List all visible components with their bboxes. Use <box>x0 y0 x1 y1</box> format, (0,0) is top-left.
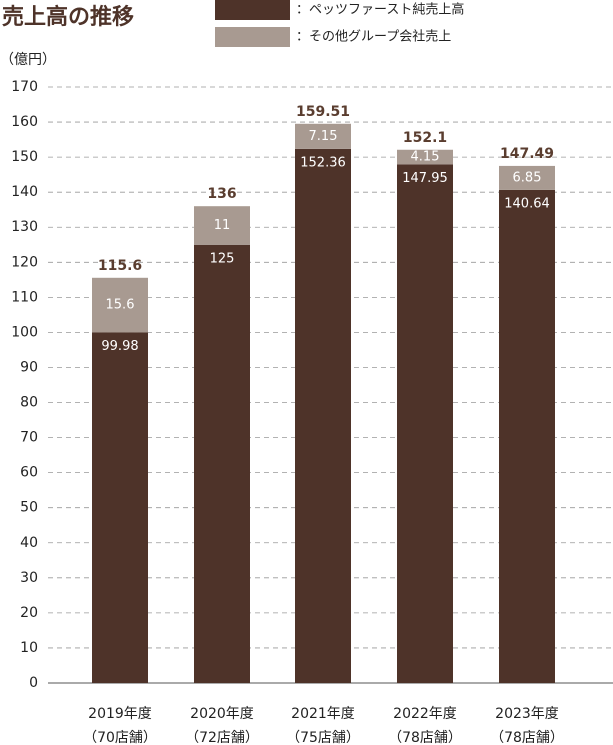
x-tick-sublabel: （78店舗） <box>490 730 564 745</box>
y-axis-label: （億円） <box>0 52 56 68</box>
x-tick-sublabel: （78店舗） <box>388 730 462 745</box>
x-tick-sublabel: （72店舗） <box>185 730 259 745</box>
legend-swatch <box>215 27 290 47</box>
x-tick-label: 2021年度 <box>291 706 355 722</box>
value-label: 147.95 <box>402 171 448 186</box>
bar-segment <box>92 332 148 683</box>
value-label: 6.85 <box>513 170 542 185</box>
total-label: 152.1 <box>403 130 447 146</box>
y-tick-label: 150 <box>11 149 38 165</box>
bar-segment <box>397 149 453 165</box>
value-label: 140.64 <box>504 196 550 211</box>
y-tick-label: 100 <box>11 324 38 340</box>
bar-segment <box>194 206 250 245</box>
x-tick-sublabel: （70店舗） <box>83 730 157 745</box>
value-label: 152.36 <box>300 155 346 170</box>
x-tick-sublabel: （75店舗） <box>286 730 360 745</box>
value-label: 15.6 <box>106 298 135 313</box>
value-label: 7.15 <box>309 129 338 144</box>
y-tick-label: 20 <box>20 605 38 621</box>
value-label: 99.98 <box>101 339 138 354</box>
y-tick-label: 160 <box>11 114 38 130</box>
y-tick-label: 40 <box>20 535 38 551</box>
y-tick-label: 140 <box>11 184 38 200</box>
x-tick-label: 2022年度 <box>393 706 457 722</box>
y-tick-label: 170 <box>11 79 38 95</box>
bar-segment <box>499 189 555 683</box>
y-tick-label: 50 <box>20 500 38 516</box>
total-label: 159.51 <box>296 104 350 120</box>
value-label: 125 <box>210 251 235 266</box>
legend-label: ：ペッツファースト純売上高 <box>296 2 464 18</box>
y-tick-label: 60 <box>20 465 38 481</box>
total-label: 136 <box>207 186 236 202</box>
total-label: 147.49 <box>500 146 554 162</box>
y-tick-label: 90 <box>20 359 38 375</box>
bar-segment <box>397 164 453 684</box>
y-tick-label: 120 <box>11 254 38 270</box>
x-tick-label: 2019年度 <box>88 706 152 722</box>
value-label: 11 <box>214 218 231 233</box>
bar-segment <box>92 277 148 333</box>
legend-label: ：その他グループ会社売上 <box>296 29 451 45</box>
y-tick-label: 10 <box>20 640 38 656</box>
y-tick-label: 0 <box>29 675 38 691</box>
y-tick-label: 30 <box>20 570 38 586</box>
y-tick-label: 70 <box>20 430 38 446</box>
x-tick-label: 2020年度 <box>190 706 254 722</box>
bar-segment <box>194 244 250 683</box>
total-label: 115.6 <box>98 258 142 274</box>
chart-title: 売上高の推移 <box>2 4 134 30</box>
bar-segment <box>499 165 555 190</box>
value-label: 4.15 <box>411 150 440 165</box>
legend-swatch <box>215 0 290 20</box>
y-tick-label: 130 <box>11 219 38 235</box>
x-tick-label: 2023年度 <box>495 706 559 722</box>
y-tick-label: 110 <box>11 289 38 305</box>
bar-segment <box>295 123 351 149</box>
y-tick-label: 80 <box>20 395 38 411</box>
bar-segment <box>295 148 351 684</box>
